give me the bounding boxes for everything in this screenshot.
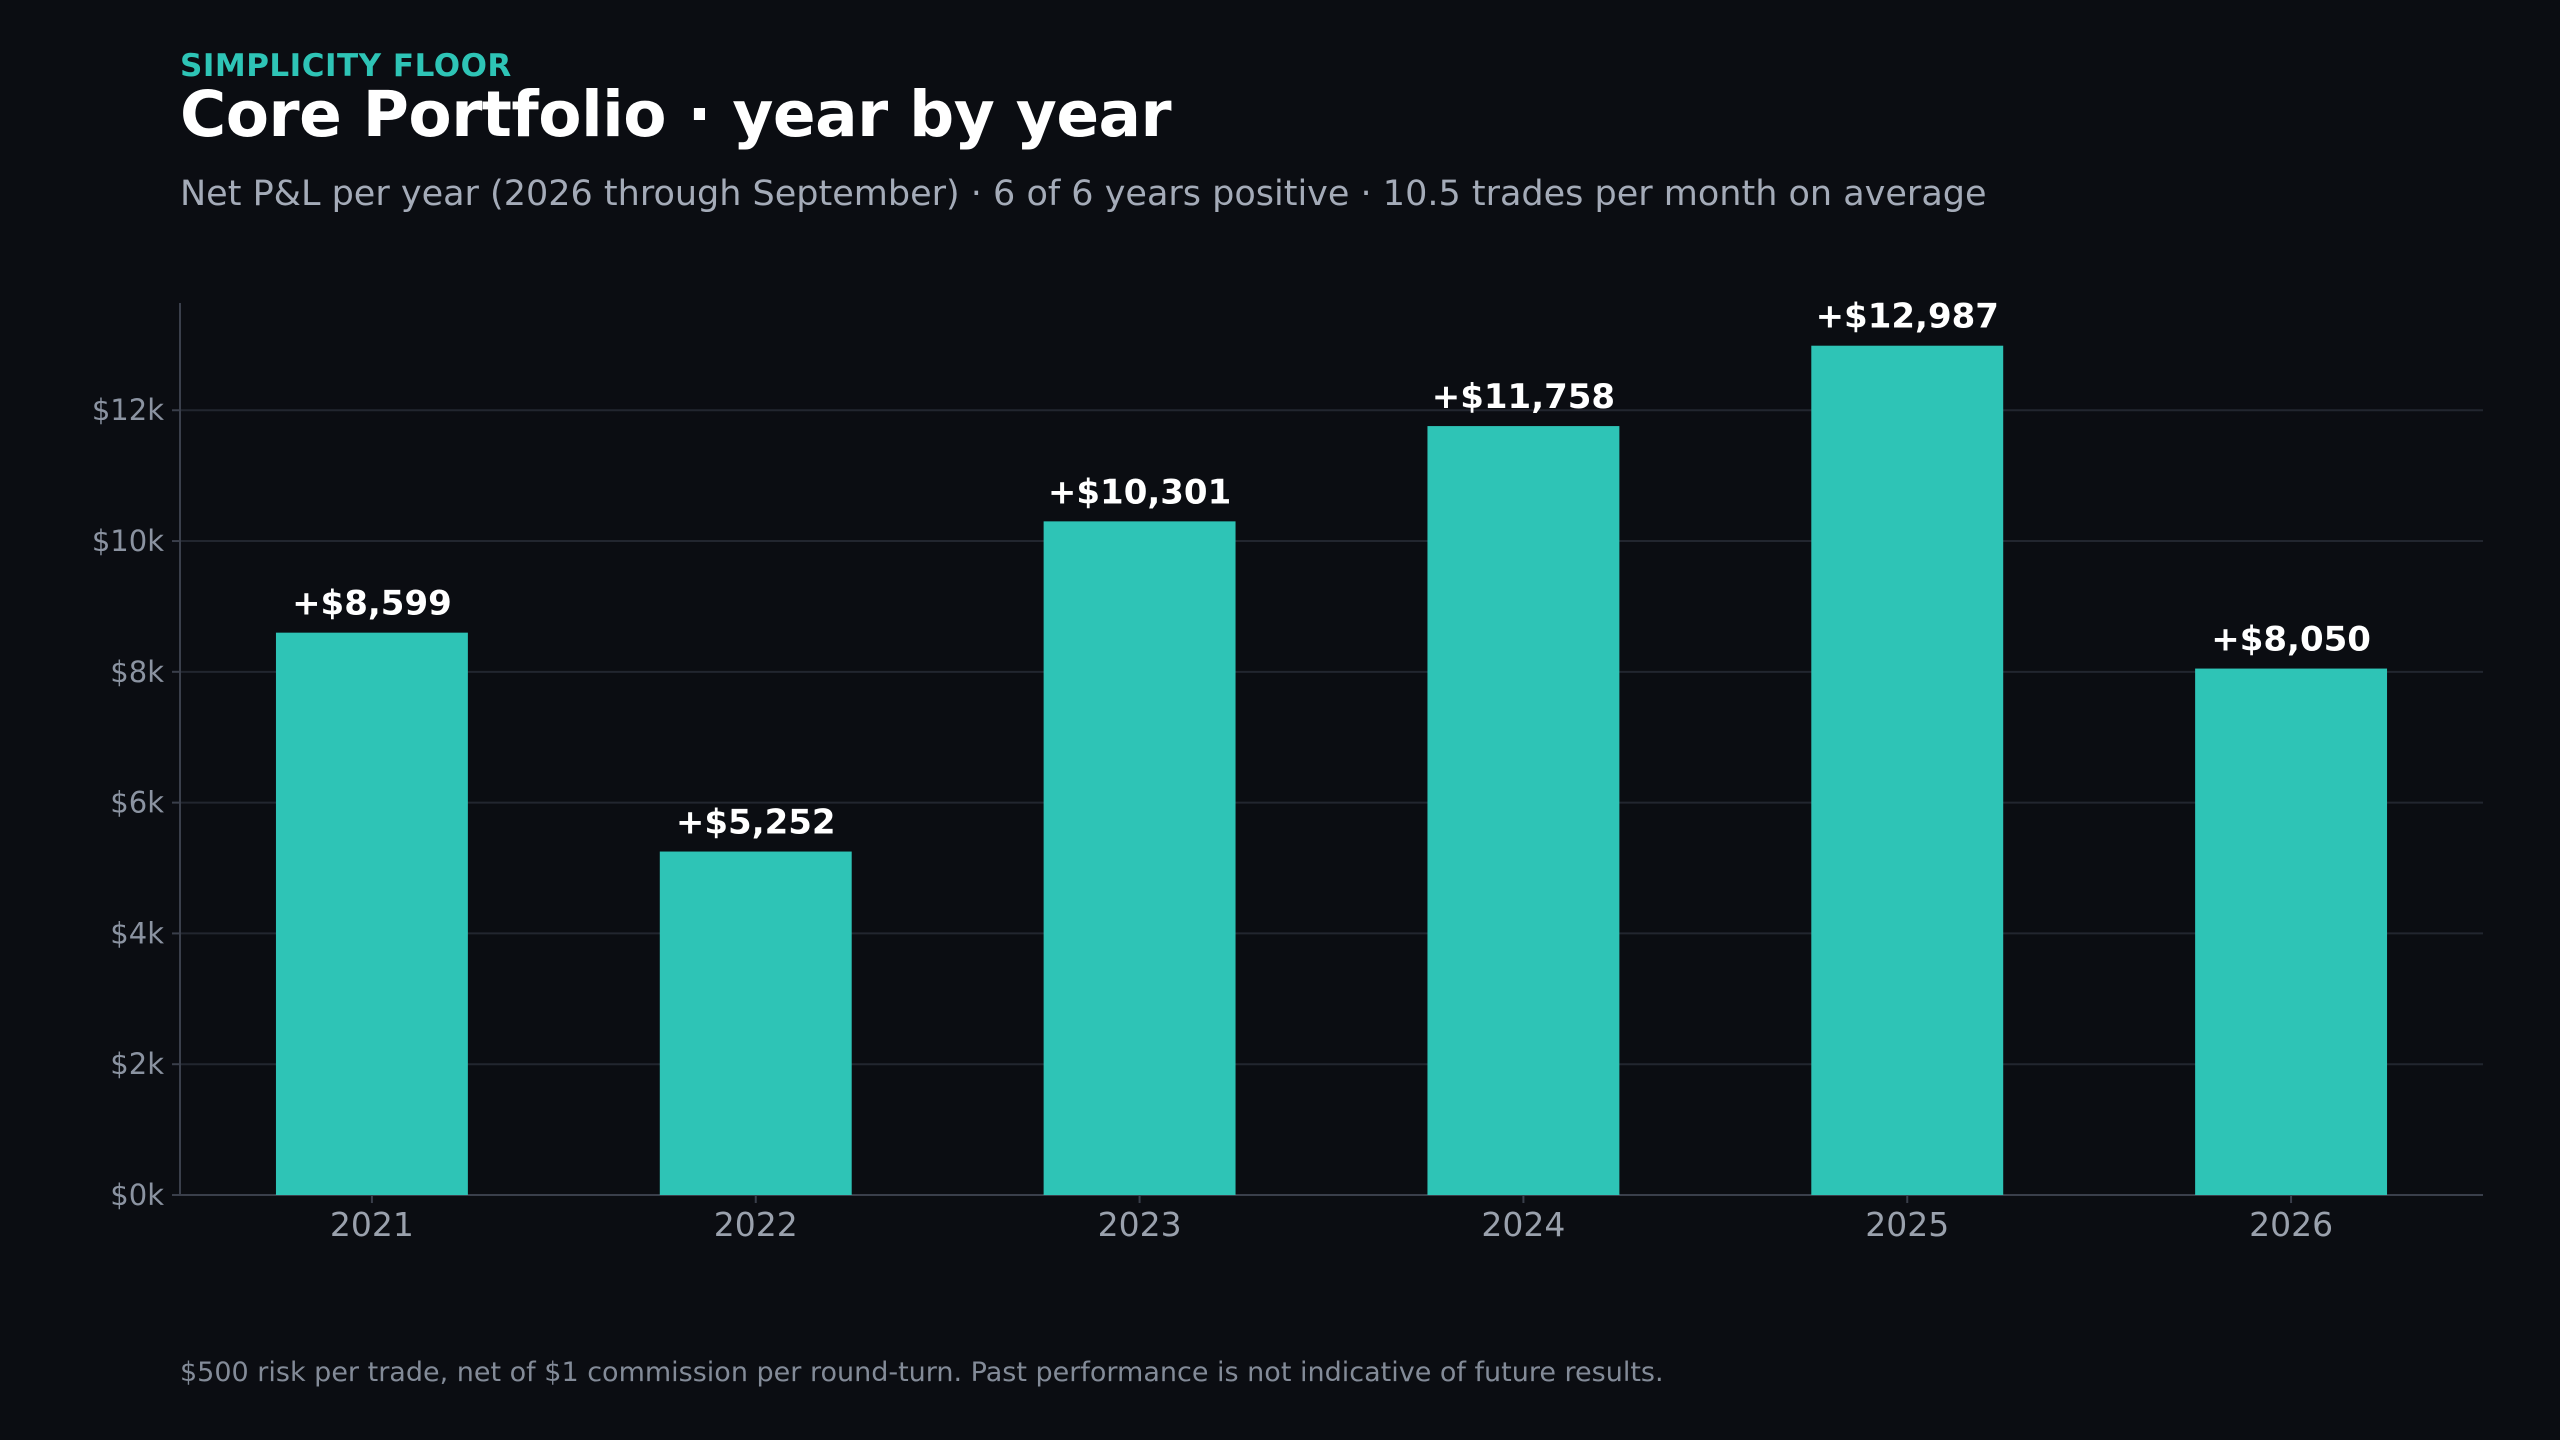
data-label-2023: +$10,301 <box>1048 472 1231 512</box>
y-tick-label: $0k <box>110 1178 164 1212</box>
y-tick-label: $12k <box>92 393 164 427</box>
labels: +$8,599 +$5,252 +$10,301 +$11,758 +$12,987 +$… <box>292 297 2371 843</box>
page-title: Core Portfolio · year by year <box>180 78 1172 151</box>
page-subtitle: Net P&L per year (2026 through September… <box>180 174 1987 214</box>
x-tick-label-2022: 2022 <box>714 1205 798 1244</box>
brand-label: SIMPLICITY FLOOR <box>180 48 512 84</box>
y-tick-label: $4k <box>110 916 164 950</box>
data-label-2025: +$12,987 <box>1816 297 1999 337</box>
data-label-2022: +$5,252 <box>676 803 836 843</box>
bar-2023 <box>1043 521 1236 1195</box>
data-label-2024: +$11,758 <box>1432 377 1615 417</box>
x-tick-label-2024: 2024 <box>1481 1205 1565 1244</box>
bar-2022 <box>659 851 852 1195</box>
bar-2025 <box>1811 345 2004 1196</box>
x-tick-label-2023: 2023 <box>1098 1205 1182 1244</box>
y-tick-label: $10k <box>92 524 164 558</box>
gridlines <box>180 409 2483 1066</box>
x-tick-label-2026: 2026 <box>2249 1205 2333 1244</box>
y-tick-label: $2k <box>110 1047 164 1081</box>
y-tick-label: $6k <box>110 786 164 820</box>
x-tick-label-2021: 2021 <box>330 1205 414 1244</box>
axes: $0k $2k $4k $6k $8k $10k $12k 2021 2022 2023 2024 2… <box>92 303 2483 1244</box>
bar-2026 <box>2195 668 2388 1195</box>
bar-2021 <box>275 632 468 1195</box>
bar-2024 <box>1427 426 1620 1195</box>
x-tick-label-2025: 2025 <box>1865 1205 1949 1244</box>
disclaimer-footnote: $500 risk per trade, net of $1 commissio… <box>180 1357 1664 1388</box>
y-tick-label: $8k <box>110 655 164 689</box>
bars <box>275 345 2388 1196</box>
data-label-2026: +$8,050 <box>2211 620 2371 660</box>
data-label-2021: +$8,599 <box>292 584 452 624</box>
